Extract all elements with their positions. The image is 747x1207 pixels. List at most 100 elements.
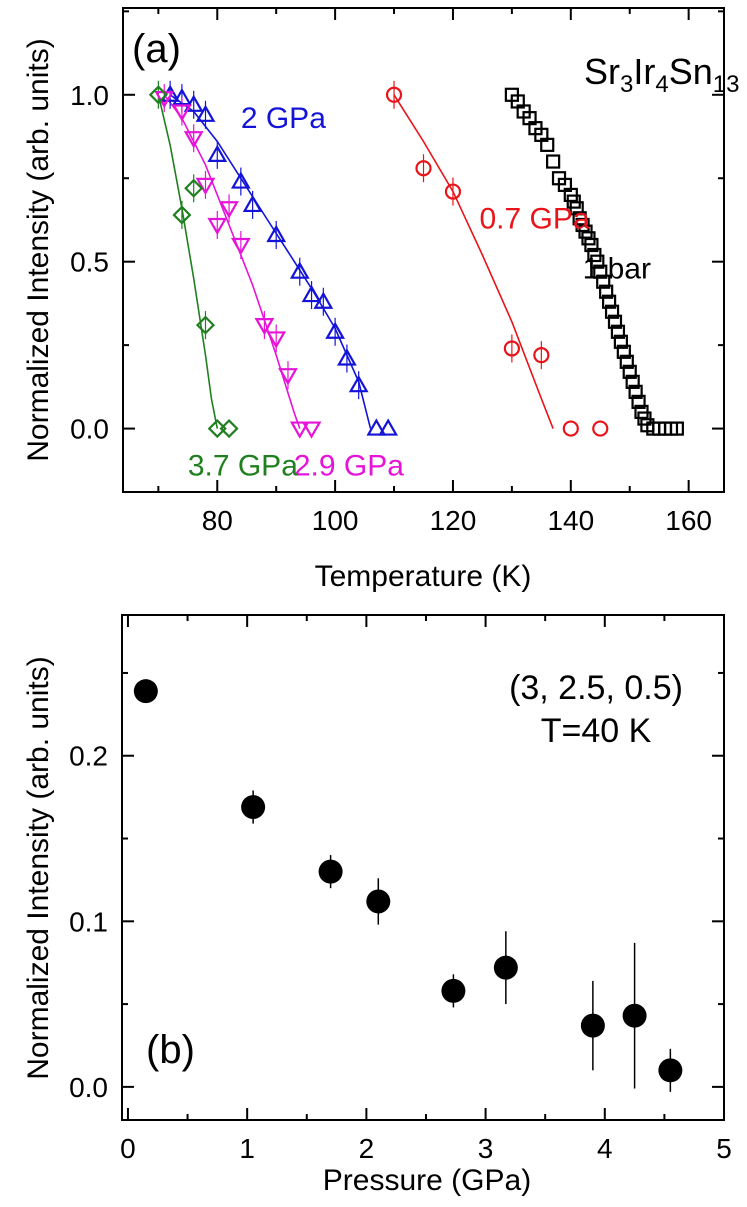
y-tick-label: 0.0 xyxy=(70,414,109,445)
fit-curve-0-7-gpa xyxy=(393,94,554,429)
x-tick-label: 2 xyxy=(359,1133,375,1164)
fit-curve-2-gpa xyxy=(169,94,372,429)
marker-0-7-gpa xyxy=(444,183,462,200)
marker-1-bar xyxy=(540,137,555,152)
marker-2-9-gpa xyxy=(219,201,239,219)
marker-0-7-gpa xyxy=(562,420,579,437)
marker-2-gpa xyxy=(325,321,346,339)
plot-frame-a xyxy=(122,7,725,493)
marker-1-bar xyxy=(569,201,584,216)
marker-3-7-gpa xyxy=(148,85,168,105)
marker-0-7-gpa xyxy=(533,347,550,364)
data-point xyxy=(580,1013,605,1038)
marker-1-bar xyxy=(596,274,611,289)
marker-2-gpa xyxy=(172,87,192,106)
chart-title-part: Ir xyxy=(633,51,655,92)
marker-1-bar xyxy=(613,334,628,349)
series-label-2-gpa: 2 GPa xyxy=(241,102,326,135)
y-tick-label: 0.2 xyxy=(69,741,108,772)
plot-frame-b xyxy=(121,614,725,1121)
marker-1-bar xyxy=(604,304,620,319)
marker-2-9-gpa xyxy=(266,331,287,349)
x-tick-label: 120 xyxy=(430,505,477,536)
marker-2-gpa xyxy=(348,374,369,393)
series-label-1-bar: 1 bar xyxy=(583,252,651,285)
x-tick-label: 0 xyxy=(120,1133,136,1164)
marker-1-bar xyxy=(631,394,646,409)
marker-0-7-gpa xyxy=(592,420,609,437)
marker-1-bar xyxy=(546,154,561,169)
ticks-a: 80 100 120 140 160 0.0 0.5 1.0 xyxy=(70,8,724,536)
marker-2-9-gpa xyxy=(207,217,228,236)
marker-2-9-gpa xyxy=(183,131,204,149)
series-label-2-9-gpa: 2.9 GPa xyxy=(294,449,404,482)
marker-2-gpa xyxy=(230,171,251,189)
panel-b: 0 1 2 3 4 5 0.0 0.1 0.2 (b) (3, 2.5, 0.5) T=40 K… xyxy=(22,614,732,1197)
marker-3-7-gpa xyxy=(172,205,192,225)
marker-2-9-gpa xyxy=(195,177,216,196)
ticks-b: 0 1 2 3 4 5 0.0 0.1 0.2 xyxy=(69,615,732,1164)
marker-2-gpa xyxy=(266,224,287,243)
x-tick-label: 5 xyxy=(716,1133,732,1164)
data-marks-b xyxy=(133,679,683,1083)
x-tick-label: 100 xyxy=(312,505,359,536)
y-tick-label: 0.0 xyxy=(69,1072,108,1103)
x-tick-label: 4 xyxy=(597,1133,613,1164)
marker-1-bar xyxy=(593,264,608,279)
marker-1-bar xyxy=(669,421,684,436)
marker-2-gpa xyxy=(313,291,334,309)
y-axis-label-b: Normalized Intensity (arb. units) xyxy=(22,656,55,1080)
fit-curve-2-9-gpa xyxy=(163,94,301,429)
panel-a: 80 100 120 140 160 0.0 0.5 1.0 1 bar 0.7 GPa 2 GP… xyxy=(22,7,739,593)
marker-1-bar xyxy=(590,254,605,269)
marker-3-7-gpa xyxy=(219,419,239,439)
marker-1-bar xyxy=(599,284,614,299)
x-tick-label: 1 xyxy=(239,1133,255,1164)
marker-2-gpa xyxy=(289,261,310,279)
data-point xyxy=(622,1003,647,1028)
marker-2-gpa xyxy=(301,284,322,303)
error-bars-a xyxy=(157,80,542,400)
data-point xyxy=(133,679,158,704)
data-point xyxy=(493,955,518,980)
marker-2-9-gpa xyxy=(254,318,275,336)
marker-1-bar xyxy=(607,314,623,329)
marker-0-7-gpa xyxy=(385,86,403,103)
marker-3-7-gpa xyxy=(195,315,216,335)
marker-2-gpa xyxy=(337,348,357,366)
marker-1-bar xyxy=(622,364,637,379)
chart-title-subscript: 3 xyxy=(620,71,633,98)
data-marks-a xyxy=(148,84,684,439)
data-point xyxy=(241,795,266,820)
marker-2-gpa xyxy=(195,104,216,122)
marker-1-bar xyxy=(602,294,617,309)
chart-title-a: Sr3Ir4Sn13 xyxy=(584,51,739,98)
marker-3-7-gpa xyxy=(184,178,204,198)
marker-2-9-gpa xyxy=(301,421,322,439)
panel-label-a: (a) xyxy=(132,27,181,71)
marker-2-gpa xyxy=(242,194,263,213)
marker-1-bar xyxy=(610,324,626,339)
data-point xyxy=(318,859,343,884)
marker-1-bar xyxy=(619,354,634,369)
marker-2-gpa xyxy=(207,144,228,162)
annotation-temperature: T=40 K xyxy=(541,712,652,750)
annotation-hkl: (3, 2.5, 0.5) xyxy=(509,669,683,707)
marker-0-7-gpa xyxy=(415,160,432,177)
y-axis-label-a: Normalized Intensity (arb. units) xyxy=(22,38,55,462)
x-tick-label: 160 xyxy=(665,505,712,536)
x-axis-label-b: Pressure (GPa) xyxy=(323,1164,531,1197)
x-tick-label: 140 xyxy=(547,505,594,536)
marker-2-gpa xyxy=(366,418,387,436)
y-tick-label: 1.0 xyxy=(70,80,109,111)
marker-1-bar xyxy=(628,384,643,399)
chart-title-part: Sr xyxy=(584,51,620,92)
x-axis-label-a: Temperature (K) xyxy=(315,560,532,593)
y-tick-label: 0.1 xyxy=(69,906,108,937)
chart-title-subscript: 13 xyxy=(713,71,740,98)
data-point xyxy=(366,889,391,914)
marker-1-bar xyxy=(584,237,599,253)
data-point xyxy=(441,978,466,1003)
